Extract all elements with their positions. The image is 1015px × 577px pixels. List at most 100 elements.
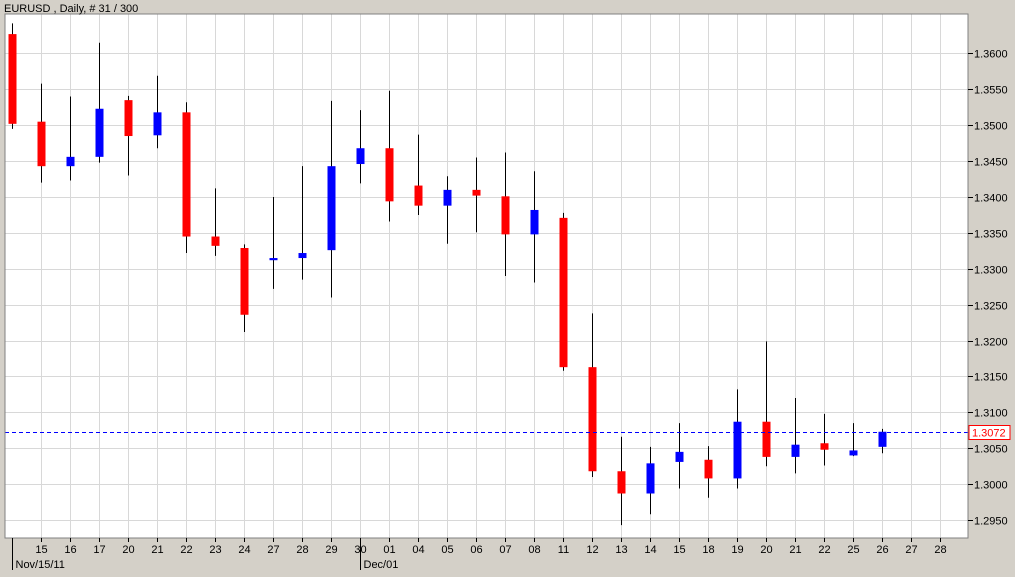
candle-body-bull — [95, 108, 104, 157]
candle — [588, 313, 597, 477]
candle — [95, 42, 104, 163]
candle — [211, 188, 220, 256]
x-tick-label: 19 — [731, 544, 743, 556]
x-tick-label: 27 — [267, 544, 279, 556]
x-tick-label: 11 — [558, 544, 569, 556]
y-tick-label: 1.3050 — [974, 444, 1008, 456]
x-tick-label: 28 — [934, 544, 946, 556]
x-axis: 15 16 17 20 21 22 23 24 27 28 29 30 01 04 05 06 07 08 11 12… — [12, 538, 947, 571]
date-label: Dec/01 — [364, 559, 399, 571]
y-axis: 1.3600 1.3550 1.3500 1.3450 1.3400 1.3350 1.33… — [968, 49, 1011, 528]
candle — [240, 244, 249, 332]
y-tick-label: 1.3250 — [974, 301, 1008, 313]
candle-body-bull — [675, 451, 684, 462]
x-tick-label: 23 — [209, 544, 221, 556]
x-tick-label: 01 — [383, 544, 395, 556]
x-tick-label: 20 — [760, 544, 772, 556]
y-tick-label: 1.3500 — [974, 121, 1008, 133]
x-tick-label: 24 — [238, 544, 250, 556]
y-tick-label: 1.3000 — [974, 480, 1008, 492]
y-tick-label: 1.3450 — [974, 157, 1008, 169]
candle-body-bull — [356, 148, 365, 165]
candle-body-bear — [124, 100, 133, 137]
x-tick-label: 07 — [499, 544, 511, 556]
current-price-label: 1.3072 — [972, 428, 1006, 440]
candle-body-bear — [588, 367, 597, 472]
x-tick-label: 06 — [470, 544, 482, 556]
x-tick-label: 18 — [702, 544, 714, 556]
candles — [8, 23, 887, 526]
x-tick-label: 08 — [528, 544, 540, 556]
x-tick-label: 15 — [35, 544, 47, 556]
candle-body-bull — [66, 156, 75, 167]
candle — [791, 398, 800, 474]
candle — [762, 341, 771, 467]
y-tick-label: 1.3100 — [974, 408, 1008, 420]
candle-body-bull — [849, 450, 858, 456]
candle-body-bear — [559, 217, 568, 368]
candle-body-bear — [501, 196, 510, 235]
candle-body-bull — [443, 189, 452, 206]
x-tick-label: 22 — [180, 544, 192, 556]
candle-body-bull — [733, 421, 742, 479]
candle — [385, 90, 394, 222]
candle-body-bull — [269, 258, 278, 261]
y-tick-label: 1.3600 — [974, 49, 1008, 61]
chart-title: EURUSD , Daily, # 31 / 300 — [4, 3, 138, 15]
candle — [327, 100, 336, 298]
x-tick-label: 27 — [905, 544, 917, 556]
x-tick-label: 26 — [876, 544, 888, 556]
x-tick-label: 21 — [789, 544, 801, 556]
x-tick-label: 13 — [615, 544, 627, 556]
candle — [820, 413, 829, 466]
y-tick-label: 1.3150 — [974, 372, 1008, 384]
y-tick-label: 1.3200 — [974, 337, 1008, 349]
candle — [443, 176, 452, 244]
candle-body-bear — [240, 248, 249, 315]
x-tick-label: 05 — [441, 544, 453, 556]
x-tick-label: 14 — [644, 544, 656, 556]
candle — [66, 96, 75, 181]
candle — [298, 166, 307, 280]
x-tick-label: 28 — [296, 544, 308, 556]
candle — [733, 389, 742, 489]
candle-body-bear — [762, 421, 771, 457]
candle — [646, 446, 655, 515]
date-label: Nov/15/11 — [16, 559, 65, 571]
y-tick-label: 1.2950 — [974, 516, 1008, 528]
x-tick-label: 15 — [673, 544, 685, 556]
x-tick-label: 12 — [586, 544, 598, 556]
candle-body-bear — [211, 236, 220, 246]
candle-body-bear — [617, 471, 626, 494]
y-tick-label: 1.3400 — [974, 193, 1008, 205]
candle — [472, 157, 481, 233]
candle — [124, 95, 133, 176]
candle — [356, 110, 365, 184]
candle — [501, 152, 510, 276]
x-tick-label: 21 — [151, 544, 163, 556]
candle-body-bear — [704, 459, 713, 479]
plot-area — [5, 14, 968, 538]
candle — [182, 102, 191, 254]
candle-body-bull — [530, 209, 539, 235]
candle-body-bear — [414, 185, 423, 206]
candle — [269, 197, 278, 289]
candle-body-bear — [820, 443, 829, 450]
candle-body-bull — [878, 431, 887, 447]
candle — [153, 75, 162, 149]
candle-body-bear — [385, 148, 394, 202]
candle — [849, 423, 858, 457]
candle-body-bull — [153, 112, 162, 136]
x-tick-label: 29 — [325, 544, 337, 556]
candle-body-bear — [472, 189, 481, 196]
candle — [704, 446, 713, 498]
candle — [37, 83, 46, 183]
current-price-box — [968, 425, 1011, 440]
candle — [414, 134, 423, 215]
candle-body-bull — [791, 444, 800, 457]
candle — [617, 436, 626, 526]
y-tick-label: 1.3300 — [974, 265, 1008, 277]
candle — [8, 23, 17, 129]
